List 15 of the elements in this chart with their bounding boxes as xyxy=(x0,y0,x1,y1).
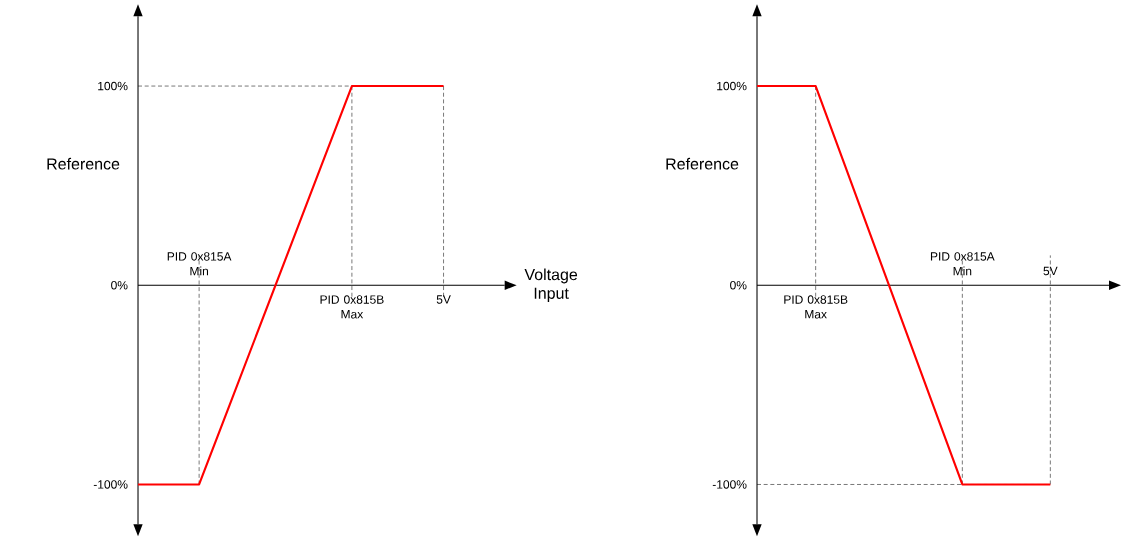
x-axis-title: Voltage Input xyxy=(524,268,578,303)
x-tick-label: 5V xyxy=(436,295,451,304)
x-tick-label: 5V xyxy=(1043,266,1058,276)
y-tick-label: 100% xyxy=(717,81,747,91)
x-tick-label: PID 0x815B Max xyxy=(320,295,384,319)
y-axis-title: Reference xyxy=(666,157,739,170)
x-tick-label: PID 0x815A Min xyxy=(167,252,232,276)
y-tick-label: 0% xyxy=(111,281,128,290)
y-tick-label: -100% xyxy=(93,480,128,489)
y-tick-label: 0% xyxy=(730,281,747,290)
y-tick-label: 100% xyxy=(98,81,128,91)
y-tick-label: -100% xyxy=(712,480,747,489)
y-axis-title: Reference xyxy=(47,157,120,170)
x-tick-label: PID 0x815B Max xyxy=(784,295,848,319)
x-tick-label: PID 0x815A Min xyxy=(930,252,995,276)
